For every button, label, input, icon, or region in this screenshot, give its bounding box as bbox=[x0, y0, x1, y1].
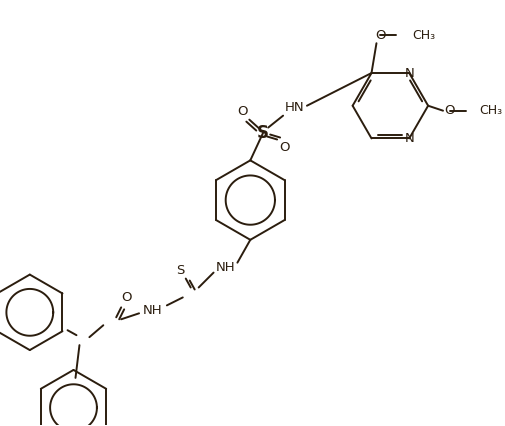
Text: O: O bbox=[278, 141, 289, 154]
Text: N: N bbox=[403, 66, 413, 80]
Text: S: S bbox=[176, 264, 185, 277]
Text: O: O bbox=[444, 104, 454, 117]
Text: CH₃: CH₃ bbox=[412, 29, 434, 42]
Text: S: S bbox=[257, 124, 269, 141]
Text: O: O bbox=[374, 29, 385, 42]
Text: NH: NH bbox=[143, 304, 163, 317]
Text: HN: HN bbox=[285, 101, 304, 114]
Text: CH₃: CH₃ bbox=[478, 104, 501, 117]
Text: O: O bbox=[121, 291, 131, 304]
Text: N: N bbox=[403, 132, 413, 145]
Text: O: O bbox=[237, 105, 247, 118]
Text: NH: NH bbox=[215, 261, 235, 274]
